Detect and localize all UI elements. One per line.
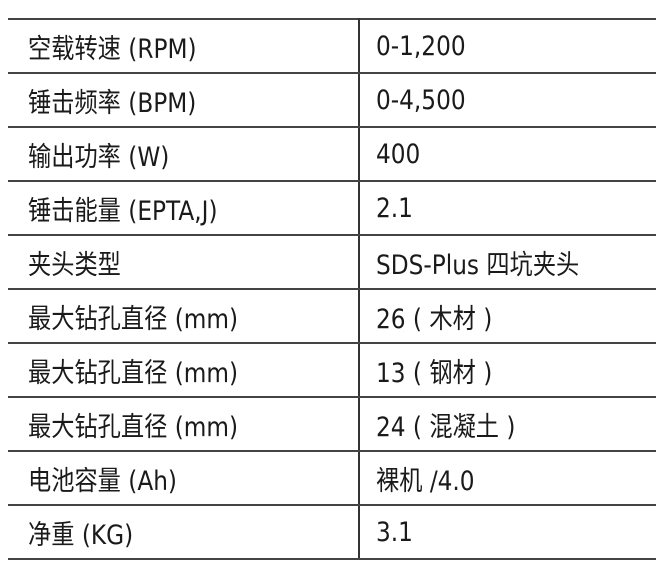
spec-label: 锤击频率 (BPM)	[8, 72, 360, 128]
spec-value: 13 ( 钢材 )	[359, 342, 656, 398]
spec-value: 24 ( 混凝土 )	[359, 396, 656, 452]
spec-label-text: 锤击能量 (EPTA,J)	[28, 195, 218, 227]
spec-label-text: 电池容量 (Ah)	[28, 465, 177, 497]
spec-label: 最大钻孔直径 (mm)	[8, 288, 360, 344]
spec-row: 空载转速 (RPM) 0-1,200	[8, 18, 656, 74]
spec-label-text: 空载转速 (RPM)	[28, 33, 197, 65]
spec-value: 0-4,500	[359, 72, 656, 128]
spec-value: 裸机 /4.0	[359, 450, 656, 506]
spec-value-text: 裸机 /4.0	[376, 465, 475, 497]
spec-table: 空载转速 (RPM) 0-1,200 锤击频率 (BPM) 0-4,500 输出功率 (…	[8, 18, 656, 560]
spec-row: 锤击能量 (EPTA,J) 2.1	[8, 180, 656, 236]
spec-label: 输出功率 (W)	[8, 126, 360, 182]
spec-value-text: 0-1,200	[376, 30, 466, 62]
spec-row: 最大钻孔直径 (mm) 13 ( 钢材 )	[8, 342, 656, 398]
spec-value-text: 13 ( 钢材 )	[376, 357, 493, 389]
spec-value: 26 ( 木材 )	[359, 288, 656, 344]
spec-value: SDS-Plus 四坑夹头	[359, 234, 656, 290]
spec-label-text: 最大钻孔直径 (mm)	[28, 411, 239, 443]
spec-value-text: 24 ( 混凝土 )	[376, 411, 516, 443]
spec-value: 3.1	[359, 504, 656, 560]
spec-value-text: 0-4,500	[376, 84, 466, 116]
spec-label: 电池容量 (Ah)	[8, 450, 360, 506]
spec-label: 最大钻孔直径 (mm)	[8, 342, 360, 398]
spec-value: 0-1,200	[359, 18, 656, 74]
spec-label-text: 最大钻孔直径 (mm)	[28, 357, 239, 389]
spec-label: 夹头类型	[8, 234, 360, 290]
spec-label: 空载转速 (RPM)	[8, 18, 360, 74]
spec-value: 400	[359, 126, 656, 182]
spec-row: 最大钻孔直径 (mm) 24 ( 混凝土 )	[8, 396, 656, 452]
spec-label: 最大钻孔直径 (mm)	[8, 396, 360, 452]
spec-value-text: 2.1	[376, 192, 413, 224]
spec-row: 电池容量 (Ah) 裸机 /4.0	[8, 450, 656, 506]
spec-label-text: 净重 (KG)	[28, 519, 134, 551]
spec-label: 净重 (KG)	[8, 504, 360, 560]
spec-row: 夹头类型 SDS-Plus 四坑夹头	[8, 234, 656, 290]
spec-label-text: 锤击频率 (BPM)	[28, 87, 197, 119]
spec-value-text: 26 ( 木材 )	[376, 303, 493, 335]
spec-label-text: 最大钻孔直径 (mm)	[28, 303, 239, 335]
spec-row: 净重 (KG) 3.1	[8, 504, 656, 560]
spec-value-text: 400	[376, 138, 421, 170]
spec-label: 锤击能量 (EPTA,J)	[8, 180, 360, 236]
spec-row: 输出功率 (W) 400	[8, 126, 656, 182]
spec-row: 最大钻孔直径 (mm) 26 ( 木材 )	[8, 288, 656, 344]
spec-value-text: 3.1	[376, 516, 413, 548]
spec-value-text: SDS-Plus 四坑夹头	[376, 249, 580, 281]
spec-label-text: 输出功率 (W)	[28, 141, 170, 173]
spec-label-text: 夹头类型	[28, 249, 121, 281]
spec-row: 锤击频率 (BPM) 0-4,500	[8, 72, 656, 128]
spec-value: 2.1	[359, 180, 656, 236]
